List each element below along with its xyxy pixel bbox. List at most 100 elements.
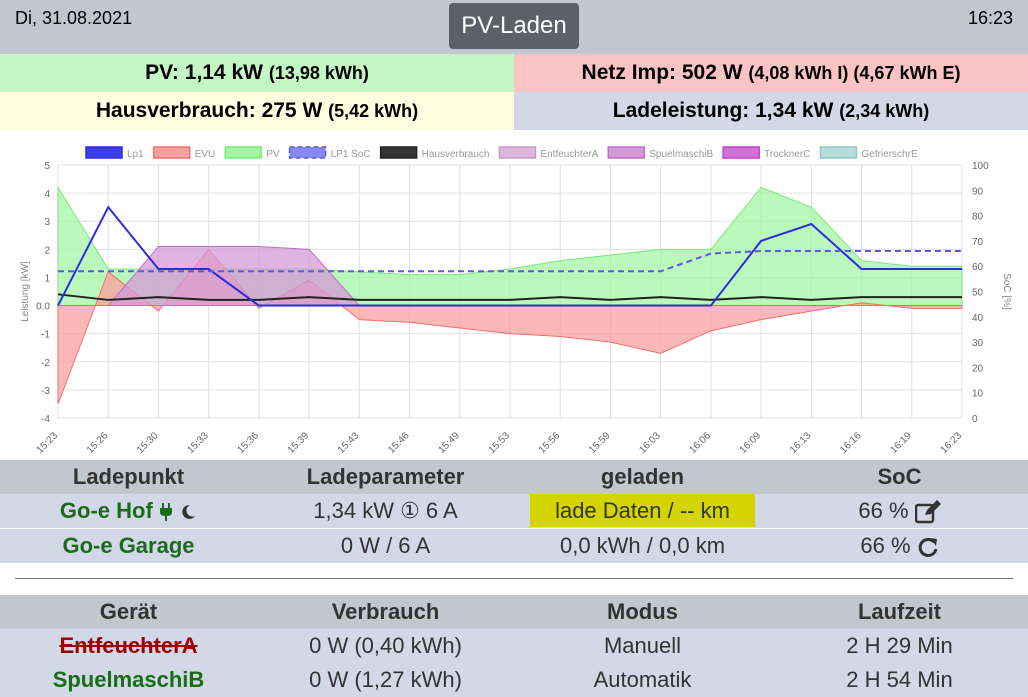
x-tick-label: 15:23 [35, 430, 61, 456]
y-tick-label: 5 [44, 161, 50, 172]
geraet-verbrauch: 0 W (0,40 kWh) [309, 633, 462, 658]
legend-label: EntfeuchterA [540, 149, 598, 160]
haus-energy: (5,42 kWh) [328, 101, 419, 121]
y-axis-label: Leistung [kW] [20, 261, 31, 322]
legend-label: LP1 SoC [331, 149, 371, 160]
x-tick-label: 15:30 [135, 430, 161, 456]
y2-tick-label: 60 [972, 262, 984, 273]
legend-swatch [819, 146, 858, 159]
x-tick-label: 15:53 [487, 430, 513, 456]
x-tick-label: 15:36 [236, 430, 262, 456]
y-tick-label: -4 [41, 414, 50, 425]
geraet-name[interactable]: SpuelmaschiB [52, 667, 205, 692]
ladepunkt-name-cell: Go-e Hof [0, 494, 257, 528]
lade-summary: Ladeleistung: 1,34 kW (2,34 kWh) [514, 92, 1028, 130]
netz-power: Netz Imp: 502 W [581, 61, 743, 84]
legend-label: GefrierschrE [861, 149, 917, 160]
soc-value: 66 % [860, 533, 911, 558]
ladeparameter-value: 0 W / 6 A [340, 533, 431, 558]
current-time: 16:23 [967, 8, 1013, 28]
x-tick-label: 15:56 [537, 430, 563, 456]
y-tick-label: 3 [44, 217, 50, 228]
x-tick-label: 15:33 [185, 430, 211, 456]
power-chart: 5 4 3 2 1 0.0 -1 -2 -3 -4 100 90 80 70 60 50 40 30 20 10 0 15… [0, 138, 1028, 460]
geraet-laufzeit: 2 H 54 Min [846, 667, 953, 692]
lade-energy: (2,34 kWh) [839, 101, 930, 121]
y2-tick-label: 50 [972, 288, 984, 299]
header-geraet: Gerät [99, 599, 158, 624]
refresh-icon[interactable] [917, 536, 939, 558]
ladepunkt-name[interactable]: Go-e Hof [59, 498, 153, 523]
x-tick-label: 16:06 [688, 430, 714, 456]
legend-swatch [224, 146, 262, 159]
legend-swatch [498, 146, 537, 159]
legend-label: SpuelmaschiB [649, 149, 713, 160]
x-tick-label: 16:03 [637, 430, 663, 456]
x-tick-label: 16:19 [888, 430, 914, 456]
y2-tick-label: 90 [972, 186, 984, 197]
plug-icon [159, 503, 172, 522]
legend-label: EVU [195, 149, 216, 160]
header-verbrauch: Verbrauch [331, 599, 440, 624]
y2-tick-label: 0 [972, 414, 978, 425]
legend-swatch [288, 146, 327, 159]
x-tick-label: 15:26 [85, 430, 111, 456]
series-line-lp1-soc [58, 250, 962, 273]
netz-summary: Netz Imp: 502 W (4,08 kWh I) (4,67 kWh E… [514, 54, 1028, 92]
x-tick-label: 15:43 [336, 430, 362, 456]
geraete-table-header: Gerät Verbrauch Modus Laufzeit [0, 595, 1028, 629]
ladepunkt-table-header: Ladepunkt Ladeparameter geladen SoC [0, 460, 1028, 494]
ladepunkt-name[interactable]: Go-e Garage [62, 533, 195, 558]
header-ladeparameter: Ladeparameter [306, 464, 465, 489]
legend-label: TrocknerC [764, 149, 810, 160]
haus-summary: Hausverbrauch: 275 W (5,42 kWh) [0, 92, 514, 130]
legend-label: Hausverbrauch [422, 149, 490, 160]
x-tick-label: 15:49 [436, 430, 462, 456]
geraet-row: SpuelmaschiB 0 W (1,27 kWh) Automatik 2 … [0, 663, 1028, 697]
y2-tick-label: 10 [972, 389, 984, 400]
legend-swatch [607, 146, 645, 159]
pv-power: PV: 1,14 kW [145, 61, 263, 84]
geraet-modus[interactable]: Manuell [603, 633, 682, 658]
mode-title-button[interactable]: PV-Laden [449, 3, 579, 49]
legend-swatch [152, 146, 191, 159]
y2-tick-label: 20 [972, 363, 984, 374]
y-tick-label: 1 [44, 273, 50, 284]
y2-tick-label: 40 [972, 313, 984, 324]
y-tick-label: -1 [41, 330, 50, 341]
netz-energy: (4,08 kWh I) (4,67 kWh E) [748, 63, 961, 83]
y2-tick-label: 30 [972, 338, 984, 349]
x-tick-label: 16:09 [738, 430, 764, 456]
geraet-name-cell: SpuelmaschiB [0, 663, 257, 697]
series-line-lp1 [57, 205, 962, 307]
x-tick-label: 15:46 [386, 430, 412, 456]
geraet-row: EntfeuchterA 0 W (0,40 kWh) Manuell 2 H … [0, 629, 1028, 663]
ladepunkt-row: Go-e Garage 0 W / 6 A 0,0 kWh / 0,0 km 6… [0, 529, 1028, 563]
geraet-laufzeit: 2 H 29 Min [846, 633, 953, 658]
edit-icon[interactable] [914, 500, 941, 524]
header-ladepunkt: Ladepunkt [72, 464, 185, 489]
current-date: Di, 31.08.2021 [15, 8, 133, 28]
geraet-modus[interactable]: Automatik [593, 667, 692, 692]
pv-energy: (13,98 kWh) [268, 63, 369, 83]
y-tick-label: -2 [41, 358, 50, 369]
x-tick-label: 16:23 [939, 430, 965, 456]
lade-power: Ladeleistung: 1,34 kW [612, 99, 834, 122]
legend-swatch [722, 146, 760, 159]
header-geladen: geladen [600, 464, 685, 489]
legend-label: PV [266, 149, 280, 160]
geraet-name[interactable]: EntfeuchterA [59, 633, 198, 658]
geladen-value: lade Daten / -- km [530, 494, 755, 527]
y2-tick-label: 80 [972, 212, 984, 223]
geladen-value-cell: lade Daten / -- km [514, 494, 771, 528]
section-divider [15, 578, 1013, 579]
y2-tick-label: 70 [972, 237, 984, 248]
y2-axis-label: SoC [%] [1001, 273, 1012, 310]
geraet-name-cell: EntfeuchterA [0, 629, 257, 663]
y-tick-label: 4 [44, 189, 50, 200]
x-tick-label: 16:13 [788, 430, 814, 456]
legend-label: Lp1 [127, 149, 144, 160]
legend-swatch [379, 146, 418, 159]
pv-summary: PV: 1,14 kW (13,98 kWh) [0, 54, 514, 92]
ladepunkt-row: Go-e Hof 1,34 kW ① 6 A lade Daten / -- k… [0, 494, 1028, 528]
